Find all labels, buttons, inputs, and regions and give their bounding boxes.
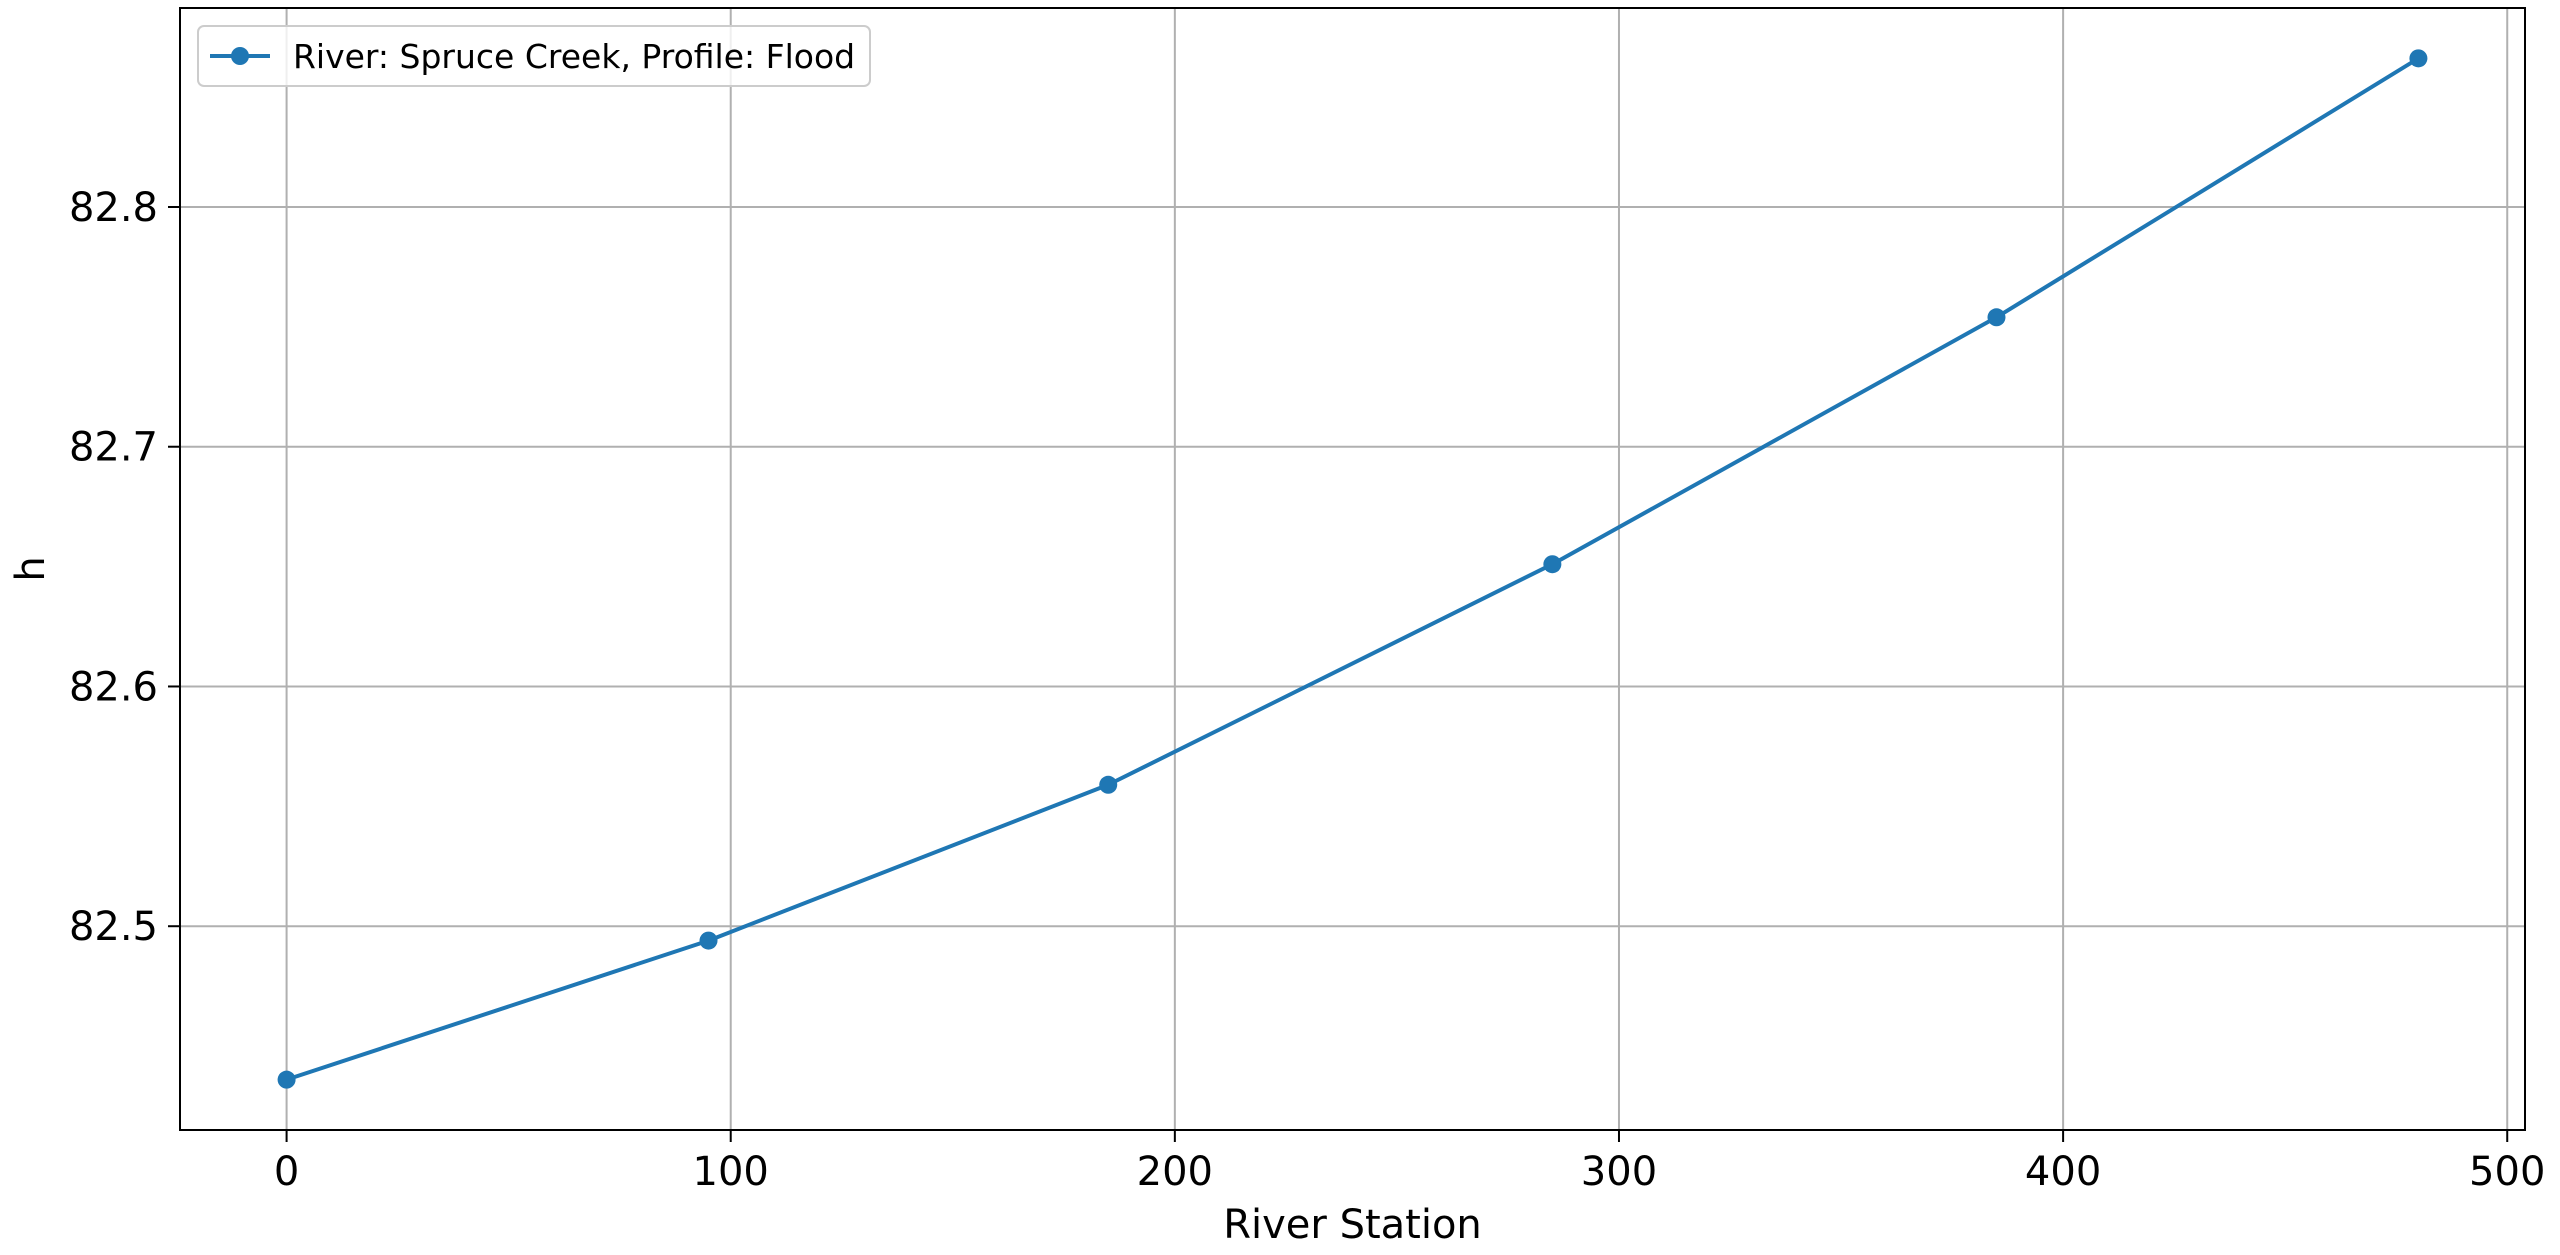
x-tick-label: 200	[1137, 1149, 1213, 1195]
data-point	[277, 1070, 296, 1089]
legend-marker	[231, 47, 249, 65]
axis-ticks: 0 100 200 300 400 500 82.5 82.6 82.7 82.8	[69, 185, 2545, 1195]
grid	[180, 8, 2525, 1130]
y-axis-label: h	[8, 556, 54, 581]
data-point	[1543, 555, 1562, 574]
x-tick-label: 500	[2469, 1149, 2545, 1195]
data-point	[699, 931, 718, 950]
y-tick-label: 82.7	[69, 425, 158, 471]
plot-frame	[179, 7, 2526, 1131]
data-point	[1099, 775, 1118, 794]
series-layer	[277, 49, 2428, 1089]
x-axis-label: River Station	[1223, 1202, 1482, 1248]
legend: River: Spruce Creek, Profile: Flood	[197, 25, 871, 87]
legend-box	[197, 25, 871, 87]
legend-entry-label: River: Spruce Creek, Profile: Flood	[293, 37, 855, 76]
x-tick-label: 300	[1581, 1149, 1657, 1195]
y-tick-label: 82.5	[69, 904, 158, 950]
x-tick-label: 400	[2025, 1149, 2101, 1195]
series-line	[285, 56, 2420, 1082]
x-tick-label: 0	[274, 1149, 299, 1195]
x-tick-label: 100	[693, 1149, 769, 1195]
data-point	[1987, 308, 2006, 327]
data-point	[2409, 49, 2428, 68]
y-tick-label: 82.6	[69, 664, 158, 710]
y-tick-label: 82.8	[69, 185, 158, 231]
